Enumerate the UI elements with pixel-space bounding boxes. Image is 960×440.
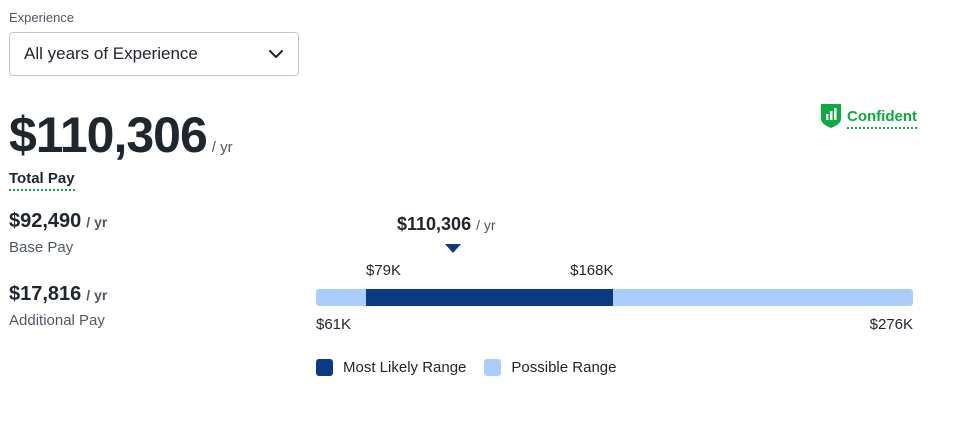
additional-pay-amount: $17,816 bbox=[9, 283, 82, 305]
experience-label: Experience bbox=[9, 10, 75, 25]
additional-pay-label: Additional Pay bbox=[9, 312, 105, 329]
range-legend: Most Likely Range Possible Range bbox=[316, 359, 634, 376]
median-marker-label: $110,306 / yr bbox=[397, 214, 496, 235]
experience-select[interactable]: All years of Experience bbox=[9, 32, 299, 76]
legend-likely-label: Most Likely Range bbox=[343, 359, 467, 376]
chevron-down-icon bbox=[268, 46, 284, 62]
base-pay-amount-row: $92,490 / yr bbox=[9, 210, 107, 233]
base-pay-unit: / yr bbox=[86, 214, 108, 230]
total-pay-amount: $110,306 bbox=[9, 107, 208, 163]
additional-pay-unit: / yr bbox=[86, 287, 108, 303]
median-marker-triangle-icon bbox=[445, 244, 461, 253]
total-pay-amount-row: $110,306 / yr bbox=[9, 106, 233, 164]
bar-chart-shield-icon bbox=[820, 103, 842, 134]
confidence-label: Confident bbox=[847, 108, 917, 129]
base-pay-block: $92,490 / yr Base Pay bbox=[9, 210, 107, 256]
base-pay-label: Base Pay bbox=[9, 239, 74, 256]
possible-range-low-label: $61K bbox=[316, 316, 352, 333]
additional-pay-block: $17,816 / yr Additional Pay bbox=[9, 283, 107, 329]
legend-swatch-likely bbox=[316, 359, 333, 376]
pay-range-bar bbox=[316, 289, 913, 306]
likely-range-high-label: $168K bbox=[570, 262, 614, 279]
experience-select-value: All years of Experience bbox=[24, 44, 198, 63]
total-pay-label[interactable]: Total Pay bbox=[9, 170, 75, 191]
base-pay-amount: $92,490 bbox=[9, 210, 82, 232]
median-marker-unit: / yr bbox=[476, 217, 496, 233]
likely-range-low-label: $79K bbox=[365, 262, 402, 279]
confidence-indicator[interactable]: Confident bbox=[820, 103, 917, 134]
most-likely-range-bar bbox=[365, 289, 614, 306]
additional-pay-amount-row: $17,816 / yr bbox=[9, 283, 107, 306]
legend-possible-label: Possible Range bbox=[511, 359, 617, 376]
possible-range-high-label: $276K bbox=[869, 316, 913, 333]
median-marker-amount: $110,306 bbox=[397, 214, 472, 234]
total-pay-unit: / yr bbox=[211, 139, 233, 156]
legend-swatch-possible bbox=[484, 359, 502, 376]
